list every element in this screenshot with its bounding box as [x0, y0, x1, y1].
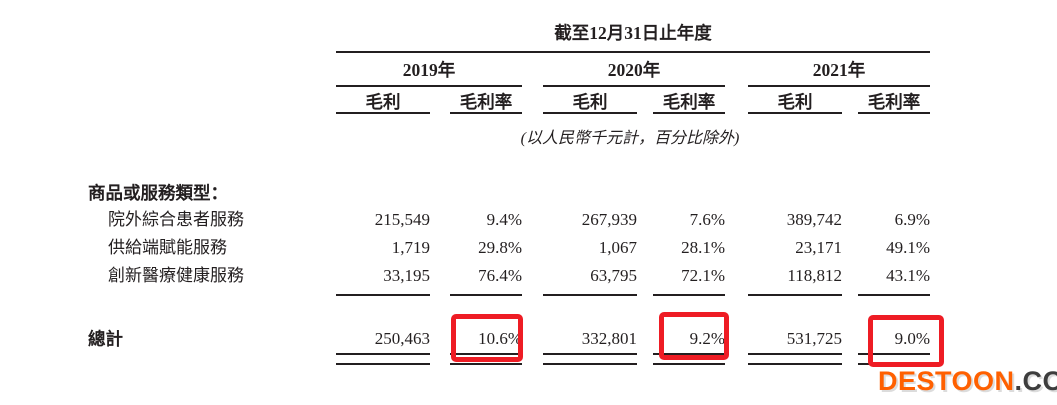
cell-value: 76.4% [478, 266, 522, 285]
group-rule-2020 [543, 85, 725, 87]
col-rule [543, 112, 637, 114]
col-rule [336, 112, 430, 114]
col-rule [450, 112, 522, 114]
total-value-highlighted: 9.2% [689, 329, 725, 348]
subtotal-rule [748, 294, 842, 296]
col-header-gross-profit-2020: 毛利 [572, 92, 608, 112]
period-title: 截至12月31日止年度 [554, 23, 712, 43]
cell-value: 28.1% [681, 238, 725, 257]
col-rule [653, 112, 725, 114]
col-header-gross-profit-2021: 毛利 [777, 92, 813, 112]
total-double-rule [748, 353, 842, 365]
top-rule [336, 51, 930, 53]
col-header-gross-margin-2019: 毛利率 [459, 92, 513, 112]
group-rule-2019 [336, 85, 522, 87]
cell-value: 1,067 [598, 238, 637, 257]
highlight-box-2021-margin [868, 315, 944, 367]
col-rule [858, 112, 930, 114]
year-header-2021: 2021年 [812, 60, 866, 80]
col-header-gross-profit-2019: 毛利 [365, 92, 401, 112]
total-double-rule [450, 353, 522, 365]
cell-value: 1,719 [391, 238, 430, 257]
cell-value: 6.9% [894, 210, 930, 229]
cell-value: 23,171 [795, 238, 842, 257]
subtotal-rule [336, 294, 430, 296]
highlight-box-2019-margin [451, 314, 523, 362]
col-header-gross-margin-2020: 毛利率 [662, 92, 716, 112]
row-label: 院外綜合患者服務 [108, 210, 244, 229]
col-rule [748, 112, 842, 114]
cell-value: 389,742 [786, 210, 842, 229]
total-value-highlighted: 9.0% [894, 329, 930, 348]
total-value: 531,725 [786, 329, 842, 348]
cell-value: 215,549 [374, 210, 430, 229]
subtotal-rule [543, 294, 637, 296]
cell-value: 72.1% [681, 266, 725, 285]
total-double-rule [653, 353, 725, 365]
total-value: 250,463 [374, 329, 430, 348]
row-label: 創新醫療健康服務 [108, 266, 244, 285]
total-label: 總計 [88, 329, 123, 349]
cell-value: 29.8% [478, 238, 522, 257]
cell-value: 118,812 [787, 266, 842, 285]
subtotal-rule [653, 294, 725, 296]
subtotal-rule [450, 294, 522, 296]
total-value-highlighted: 10.6% [478, 329, 522, 348]
total-double-rule [543, 353, 637, 365]
total-double-rule [336, 353, 430, 365]
year-header-2020: 2020年 [607, 60, 661, 80]
total-value: 332,801 [581, 329, 637, 348]
cell-value: 9.4% [486, 210, 522, 229]
section-label: 商品或服務類型： [88, 183, 228, 203]
cell-value: 49.1% [886, 238, 930, 257]
cell-value: 7.6% [689, 210, 725, 229]
watermark: DESTOON.COM [878, 366, 1057, 396]
watermark-suffix: .COM [1014, 366, 1057, 396]
highlight-box-2020-margin [659, 312, 729, 360]
year-header-2019: 2019年 [402, 60, 456, 80]
watermark-brand: DESTOON [878, 366, 1015, 396]
cell-value: 43.1% [886, 266, 930, 285]
subtotal-rule [858, 294, 930, 296]
row-label: 供給端賦能服務 [108, 238, 227, 257]
group-rule-2021 [748, 85, 930, 87]
cell-value: 267,939 [581, 210, 637, 229]
unit-note: (以人民幣千元計，百分比除外) [520, 130, 740, 147]
col-header-gross-margin-2021: 毛利率 [867, 92, 921, 112]
cell-value: 63,795 [590, 266, 637, 285]
cell-value: 33,195 [383, 266, 430, 285]
